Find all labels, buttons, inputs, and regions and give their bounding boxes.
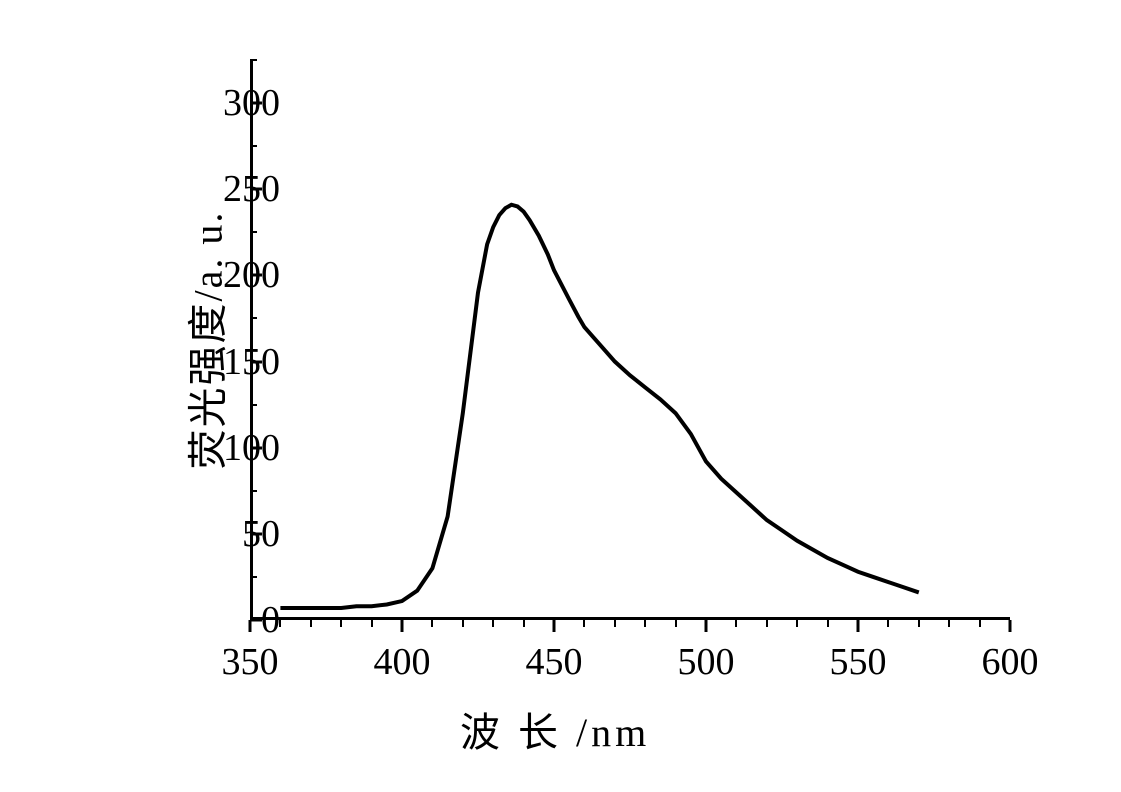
- x-tick-minor: [766, 620, 768, 627]
- x-tick-minor: [523, 620, 525, 627]
- x-tick-label: 600: [982, 640, 1039, 684]
- x-tick-label: 400: [374, 640, 431, 684]
- x-tick-minor: [340, 620, 342, 627]
- x-tick: [249, 620, 252, 632]
- x-tick-minor: [979, 620, 981, 627]
- x-tick-minor: [675, 620, 677, 627]
- x-tick: [857, 620, 860, 632]
- spectrum-curve: [250, 60, 1010, 620]
- x-tick-minor: [492, 620, 494, 627]
- x-tick-minor: [614, 620, 616, 627]
- x-tick: [401, 620, 404, 632]
- x-tick-minor: [644, 620, 646, 627]
- x-tick-minor: [735, 620, 737, 627]
- x-axis-label: 波 长 /nm: [460, 700, 650, 758]
- x-tick-label: 450: [526, 640, 583, 684]
- x-tick-minor: [948, 620, 950, 627]
- x-tick-minor: [310, 620, 312, 627]
- x-tick-label: 350: [222, 640, 279, 684]
- x-tick-label: 500: [678, 640, 735, 684]
- x-tick-label: 550: [830, 640, 887, 684]
- x-tick-minor: [431, 620, 433, 627]
- x-tick-minor: [583, 620, 585, 627]
- x-tick: [553, 620, 556, 632]
- x-tick: [705, 620, 708, 632]
- x-tick-minor: [462, 620, 464, 627]
- x-tick-minor: [371, 620, 373, 627]
- x-tick-minor: [279, 620, 281, 627]
- x-tick-minor: [827, 620, 829, 627]
- x-tick-minor: [796, 620, 798, 627]
- x-tick-minor: [918, 620, 920, 627]
- chart-container: 荧光强度/a. u. 波 长 /nm 050100150200250300350…: [60, 20, 1060, 760]
- x-tick: [1009, 620, 1012, 632]
- x-tick-minor: [887, 620, 889, 627]
